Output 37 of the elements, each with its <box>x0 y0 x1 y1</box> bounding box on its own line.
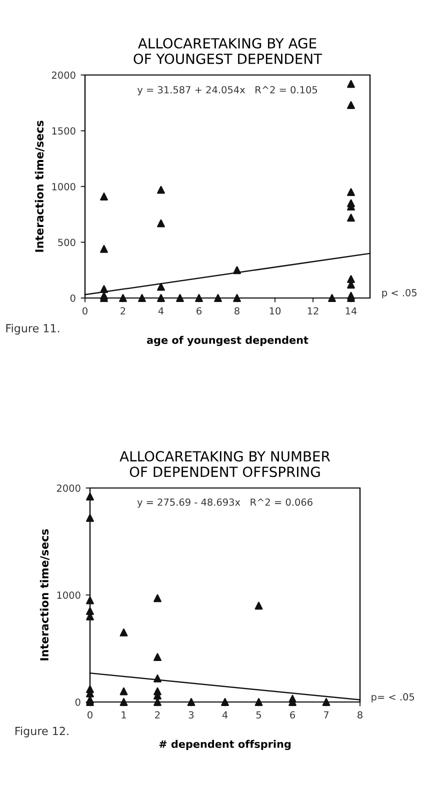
x-axis-title: # dependent offspring <box>159 740 291 750</box>
y-tick-label: 1000 <box>52 182 76 190</box>
x-tick-label: 4 <box>222 711 228 718</box>
y-tick-label: 2000 <box>52 71 76 79</box>
caption: Figure 11. <box>6 324 60 335</box>
chart-title: ALLOCARETAKING BY AGE OF YOUNGEST DEPENDENT <box>134 38 322 64</box>
x-tick-label: 7 <box>324 711 329 718</box>
x-tick-label: 14 <box>346 307 357 314</box>
y-tick-label: 1000 <box>57 591 80 599</box>
x-tick-label: 10 <box>270 307 281 315</box>
y-tick-label: 0 <box>75 698 80 706</box>
x-tick-label: 0 <box>82 307 88 315</box>
x-tick-label: 12 <box>308 307 318 314</box>
x-tick-label: 8 <box>358 711 362 719</box>
x-tick-label: 3 <box>188 711 194 719</box>
x-tick-label: 6 <box>196 307 202 315</box>
x-tick-label: 0 <box>88 711 92 719</box>
annotation: y = 31.587 + 24.054x R^2 = 0.105 <box>137 86 318 96</box>
y-tick-label: 500 <box>58 238 76 246</box>
x-tick-label: 2 <box>120 307 126 314</box>
text: p= < .05 <box>372 693 414 702</box>
x-tick-label: 5 <box>256 711 261 719</box>
y-tick-label: 2000 <box>56 484 80 492</box>
caption: Figure 12. <box>15 726 68 738</box>
x-axis-title: age of youngest dependent <box>146 336 308 346</box>
text: p < .05 <box>382 289 417 298</box>
x-tick-label: 2 <box>155 711 160 718</box>
y-axis-title: Interaction time/secs <box>40 529 50 660</box>
x-tick-label: 1 <box>122 711 126 718</box>
chart-title: ALLOCARETAKING BY NUMBER OF DEPENDENT OFFSPRING <box>120 451 330 478</box>
x-tick-label: 4 <box>158 307 164 314</box>
y-axis-title: Interaction time/secs <box>34 120 44 252</box>
y-tick-label: 1500 <box>52 127 76 135</box>
x-tick-label: 8 <box>234 307 240 315</box>
x-tick-label: 6 <box>290 711 295 719</box>
annotation: y = 275.69 - 48.693x R^2 = 0.066 <box>137 498 312 508</box>
y-tick-label: 0 <box>70 294 76 302</box>
